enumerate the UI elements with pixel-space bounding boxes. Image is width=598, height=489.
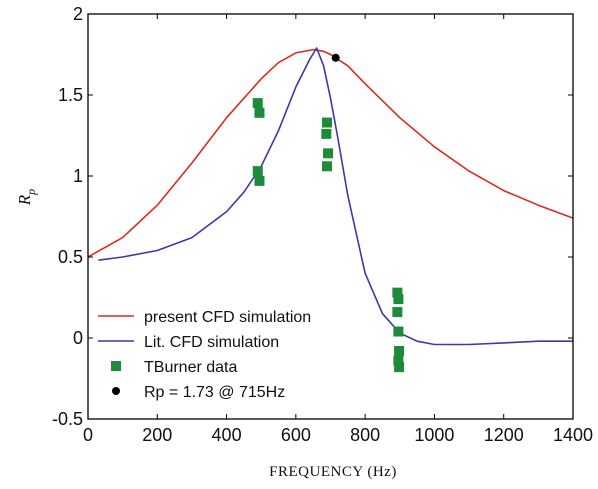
x-tick-label: 800 bbox=[350, 425, 380, 445]
data-point-square bbox=[252, 98, 263, 109]
legend-label: TBurner data bbox=[144, 359, 237, 376]
tick-layer: 0 200 400 600 800 1000 1200 1400-0.500.511.52 bbox=[52, 4, 593, 445]
x-tick-label: 0 bbox=[83, 425, 93, 445]
x-tick-label: 200 bbox=[142, 425, 172, 445]
y-axis-label: Rp bbox=[15, 189, 38, 206]
y-tick-label: 1.5 bbox=[58, 85, 83, 105]
data-point-dot bbox=[331, 53, 340, 62]
data-point-square bbox=[394, 345, 405, 356]
data-point-square bbox=[321, 128, 332, 139]
data-point-square bbox=[393, 355, 404, 366]
x-tick-label: 1200 bbox=[484, 425, 524, 445]
y-axis-label-main: R bbox=[15, 194, 34, 206]
data-point-square bbox=[322, 161, 333, 172]
data-point-square bbox=[392, 287, 403, 298]
legend-label: present CFD simulation bbox=[144, 309, 311, 326]
x-axis-label: FREQUENCY (Hz) bbox=[269, 464, 397, 480]
legend-square-swatch bbox=[111, 361, 121, 371]
y-tick-label: 0.5 bbox=[58, 247, 83, 267]
legend-label: Lit. CFD simulation bbox=[144, 334, 279, 351]
series-line bbox=[98, 47, 573, 346]
plot-frame bbox=[87, 13, 574, 420]
data-point-square bbox=[393, 326, 404, 337]
data-point-square bbox=[393, 294, 404, 305]
y-axis-label-sub: p bbox=[24, 189, 38, 196]
data-point-square bbox=[254, 175, 265, 186]
series-layer bbox=[87, 47, 574, 373]
series-line bbox=[87, 48, 574, 258]
data-point-square bbox=[323, 148, 334, 159]
data-point-square bbox=[394, 362, 405, 373]
legend-label: Rp = 1.73 @ 715Hz bbox=[144, 384, 285, 401]
y-tick-label: 0 bbox=[73, 328, 83, 348]
x-tick-label: 600 bbox=[281, 425, 311, 445]
data-point-square bbox=[392, 307, 403, 318]
x-tick-label: 400 bbox=[212, 425, 242, 445]
y-tick-label: 1 bbox=[73, 166, 83, 186]
legend: present CFD simulation Lit. CFD simulatio… bbox=[98, 309, 311, 401]
data-point-square bbox=[254, 107, 265, 118]
data-point-square bbox=[322, 117, 333, 128]
y-tick-label: -0.5 bbox=[52, 409, 83, 429]
legend-dot-swatch bbox=[112, 387, 120, 395]
x-tick-label: 1000 bbox=[414, 425, 454, 445]
x-tick-label: 1400 bbox=[553, 425, 593, 445]
y-tick-label: 2 bbox=[73, 4, 83, 24]
data-point-square bbox=[252, 166, 263, 177]
